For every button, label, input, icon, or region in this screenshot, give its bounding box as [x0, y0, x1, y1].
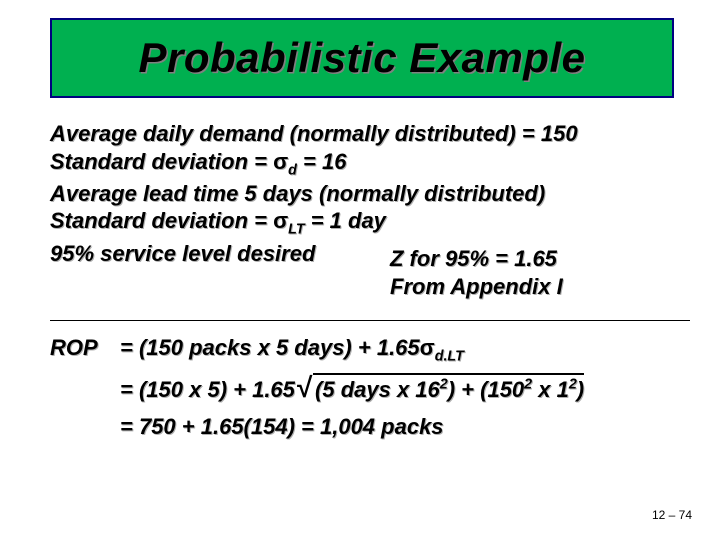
sigma-dlt-sub: d.LT	[435, 348, 464, 364]
rop-row-1: ROP = (150 packs x 5 days) + 1.65σd.LT	[50, 333, 690, 367]
given-line2-eq: =	[297, 149, 322, 174]
rad-part-b: ) + (150	[448, 377, 524, 402]
rop-eq2-prefix: = (150 x 5) + 1.65	[120, 377, 295, 402]
given-line4-val: 1 day	[330, 208, 386, 233]
given-line-1: Average daily demand (normally distribut…	[50, 120, 680, 148]
given-line4-label: Standard deviation =	[50, 208, 273, 233]
appendix-ref: From Appendix I	[390, 273, 563, 301]
sigma-lt-sub: LT	[288, 222, 304, 238]
sigma-symbol: σ	[273, 149, 288, 174]
given-line1-val: 150	[541, 121, 578, 146]
page-number: 12 – 74	[652, 508, 692, 522]
given-line-3: Average lead time 5 days (normally distr…	[50, 180, 680, 208]
given-line2-label: Standard deviation =	[50, 149, 273, 174]
sigma-symbol-2: σ	[273, 208, 288, 233]
rop-block: ROP = (150 packs x 5 days) + 1.65σd.LT =…	[50, 320, 690, 450]
given-line1-label: Average daily demand (normally distribut…	[50, 121, 541, 146]
rop-label: ROP	[50, 333, 120, 363]
sqrt-icon: √	[297, 369, 312, 407]
title-box: Probabilistic Example	[50, 18, 674, 98]
given-line2-val: 16	[322, 149, 346, 174]
rad-part-c: x 1	[532, 377, 569, 402]
rop-row-2: = (150 x 5) + 1.65 √ (5 days x 162) + (1…	[50, 375, 690, 405]
given-line-5: 95% service level desired	[50, 240, 680, 268]
rop-eq-2: = (150 x 5) + 1.65 √ (5 days x 162) + (1…	[120, 375, 690, 405]
given-line4-eq: =	[305, 208, 330, 233]
rop-eq1-text: = (150 packs x 5 days) + 1.65	[120, 335, 420, 360]
sigma-symbol-3: σ	[420, 335, 435, 360]
rop-eq-1: = (150 packs x 5 days) + 1.65σd.LT	[120, 333, 690, 367]
given-block: Average daily demand (normally distribut…	[50, 120, 680, 267]
rop-eq-3: = 750 + 1.65(154) = 1,004 packs	[120, 412, 690, 442]
given-line-4: Standard deviation = σLT = 1 day	[50, 207, 680, 239]
z-value: Z for 95% = 1.65	[390, 245, 563, 273]
rop-row-3: = 750 + 1.65(154) = 1,004 packs	[50, 412, 690, 442]
rad-sup-c: 2	[569, 376, 577, 392]
rad-sup-b: 2	[524, 376, 532, 392]
rad-part-d: )	[577, 377, 584, 402]
rad-sup-a: 2	[440, 376, 448, 392]
slide-title: Probabilistic Example	[139, 34, 586, 82]
sigma-d-sub: d	[288, 162, 297, 178]
sqrt-expression: √ (5 days x 162) + (1502 x 12)	[301, 375, 584, 405]
slide: Probabilistic Example Average daily dema…	[0, 0, 720, 540]
rad-part-a: (5 days x 16	[315, 377, 440, 402]
given-line-2: Standard deviation = σd = 16	[50, 148, 680, 180]
z-note: Z for 95% = 1.65 From Appendix I	[390, 245, 563, 300]
